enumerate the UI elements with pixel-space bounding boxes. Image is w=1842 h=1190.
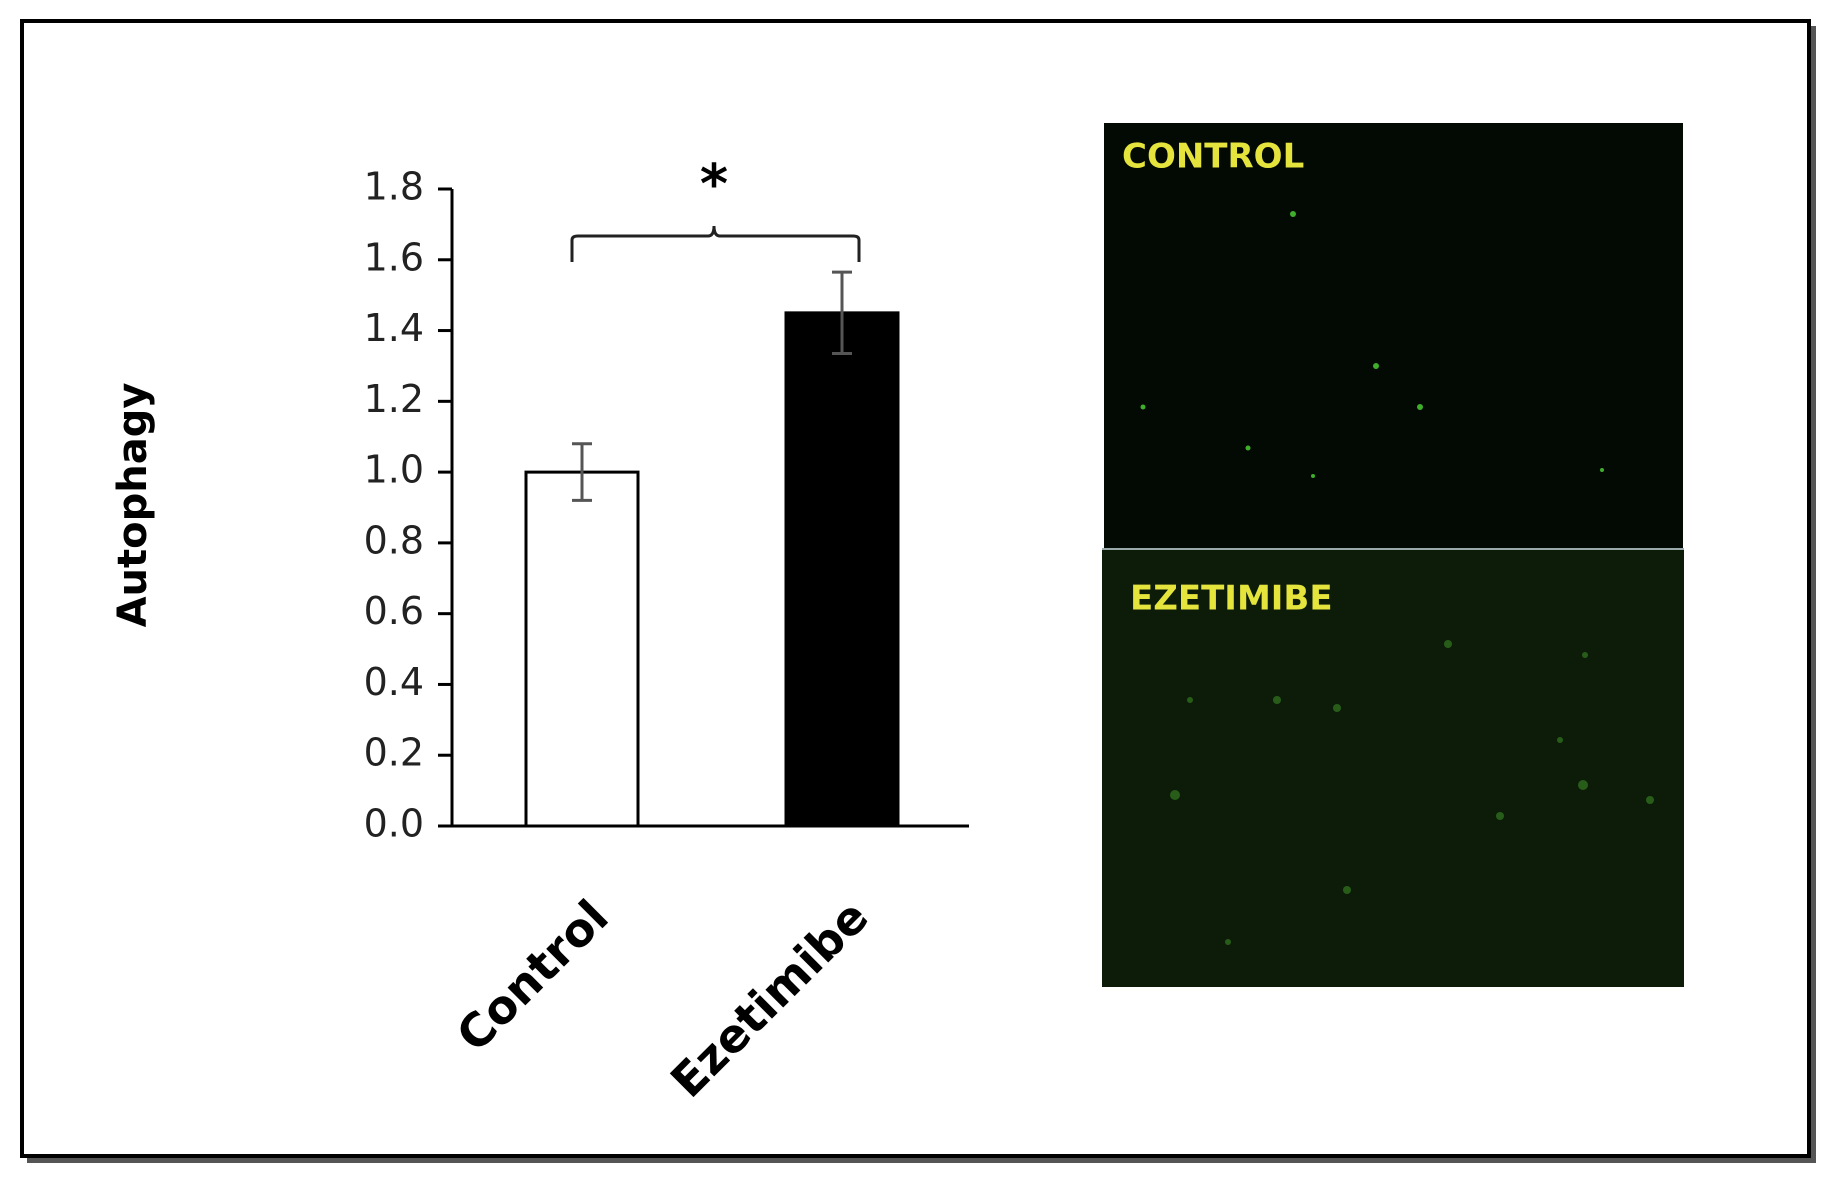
bar — [524, 470, 640, 828]
y-tick-label: 1.2 — [364, 377, 424, 421]
image-label: CONTROL — [1122, 137, 1304, 177]
y-tick-label: 1.8 — [364, 165, 424, 209]
cell-dots — [1140, 211, 1604, 478]
y-tick-label: 0.6 — [364, 589, 424, 633]
control-image — [1104, 123, 1683, 549]
y-tick-label: 0.2 — [364, 731, 424, 775]
y-tick-label: 0.8 — [364, 518, 424, 562]
error-bar — [832, 270, 852, 356]
y-tick-label: 1.6 — [364, 235, 424, 279]
significance-bracket — [570, 225, 861, 262]
bar — [784, 311, 900, 828]
y-axis-label: Autophagy — [110, 383, 156, 628]
significance-marker: * — [700, 153, 728, 216]
y-tick-label: 1.4 — [364, 306, 424, 350]
y-tick-label: 0.4 — [364, 660, 424, 704]
y-tick-label: 1.0 — [364, 448, 424, 492]
ezetimibe-image — [1102, 549, 1684, 987]
error-bar — [572, 442, 592, 502]
cell-blobs — [1170, 640, 1654, 945]
image-label: EZETIMIBE — [1130, 579, 1333, 619]
y-tick-label: 0.0 — [364, 802, 424, 846]
